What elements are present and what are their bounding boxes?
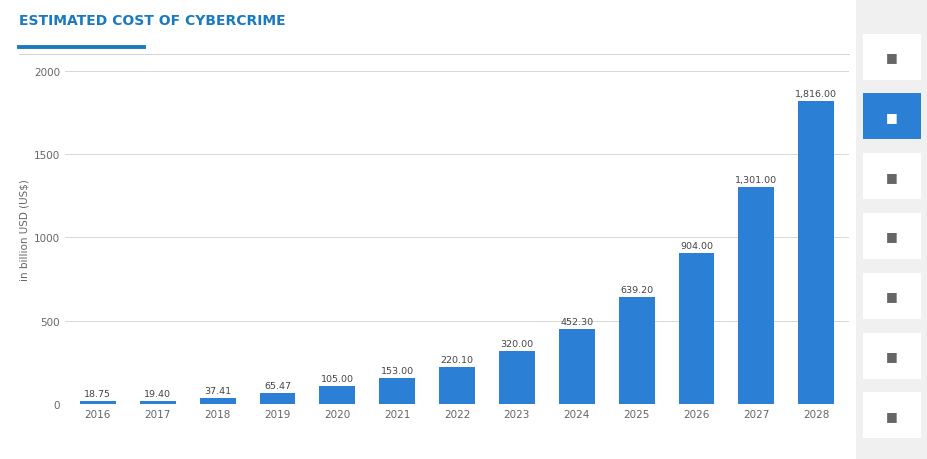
Text: 220.10: 220.10 (440, 355, 473, 364)
Text: 904.00: 904.00 (679, 242, 712, 251)
Text: 105.00: 105.00 (321, 375, 353, 383)
Text: ■: ■ (885, 111, 896, 123)
Text: ■: ■ (885, 349, 896, 362)
Bar (438, 367, 475, 404)
Text: 19.40: 19.40 (144, 389, 171, 397)
Bar (499, 351, 534, 404)
Bar (140, 401, 175, 404)
Bar (862, 34, 920, 80)
Text: 452.30: 452.30 (560, 317, 592, 326)
Y-axis label: in billion USD (US$): in billion USD (US$) (19, 179, 30, 280)
Text: ■: ■ (885, 290, 896, 302)
Bar (618, 298, 654, 404)
Bar (260, 393, 295, 404)
Text: 18.75: 18.75 (84, 389, 111, 398)
Text: ■: ■ (885, 170, 896, 183)
Text: 153.00: 153.00 (380, 367, 413, 375)
Bar (862, 154, 920, 200)
Bar (199, 397, 235, 404)
Bar (678, 254, 714, 404)
Bar (862, 94, 920, 140)
Text: 639.20: 639.20 (619, 286, 653, 295)
Text: 65.47: 65.47 (263, 381, 291, 390)
Bar (80, 401, 116, 404)
Text: 1,301.00: 1,301.00 (734, 176, 777, 185)
Bar (319, 386, 355, 404)
Text: 37.41: 37.41 (204, 386, 231, 395)
Text: ■: ■ (885, 51, 896, 64)
Text: ■: ■ (885, 230, 896, 243)
Bar (379, 379, 414, 404)
Bar (862, 333, 920, 379)
Bar (862, 213, 920, 259)
Bar (738, 188, 773, 404)
Bar (797, 102, 833, 404)
Bar (558, 329, 594, 404)
Text: 320.00: 320.00 (500, 339, 533, 348)
Text: 1,816.00: 1,816.00 (794, 90, 836, 99)
Text: ESTIMATED COST OF CYBERCRIME: ESTIMATED COST OF CYBERCRIME (19, 14, 285, 28)
Bar (862, 392, 920, 438)
Bar (862, 273, 920, 319)
Text: ■: ■ (885, 409, 896, 422)
